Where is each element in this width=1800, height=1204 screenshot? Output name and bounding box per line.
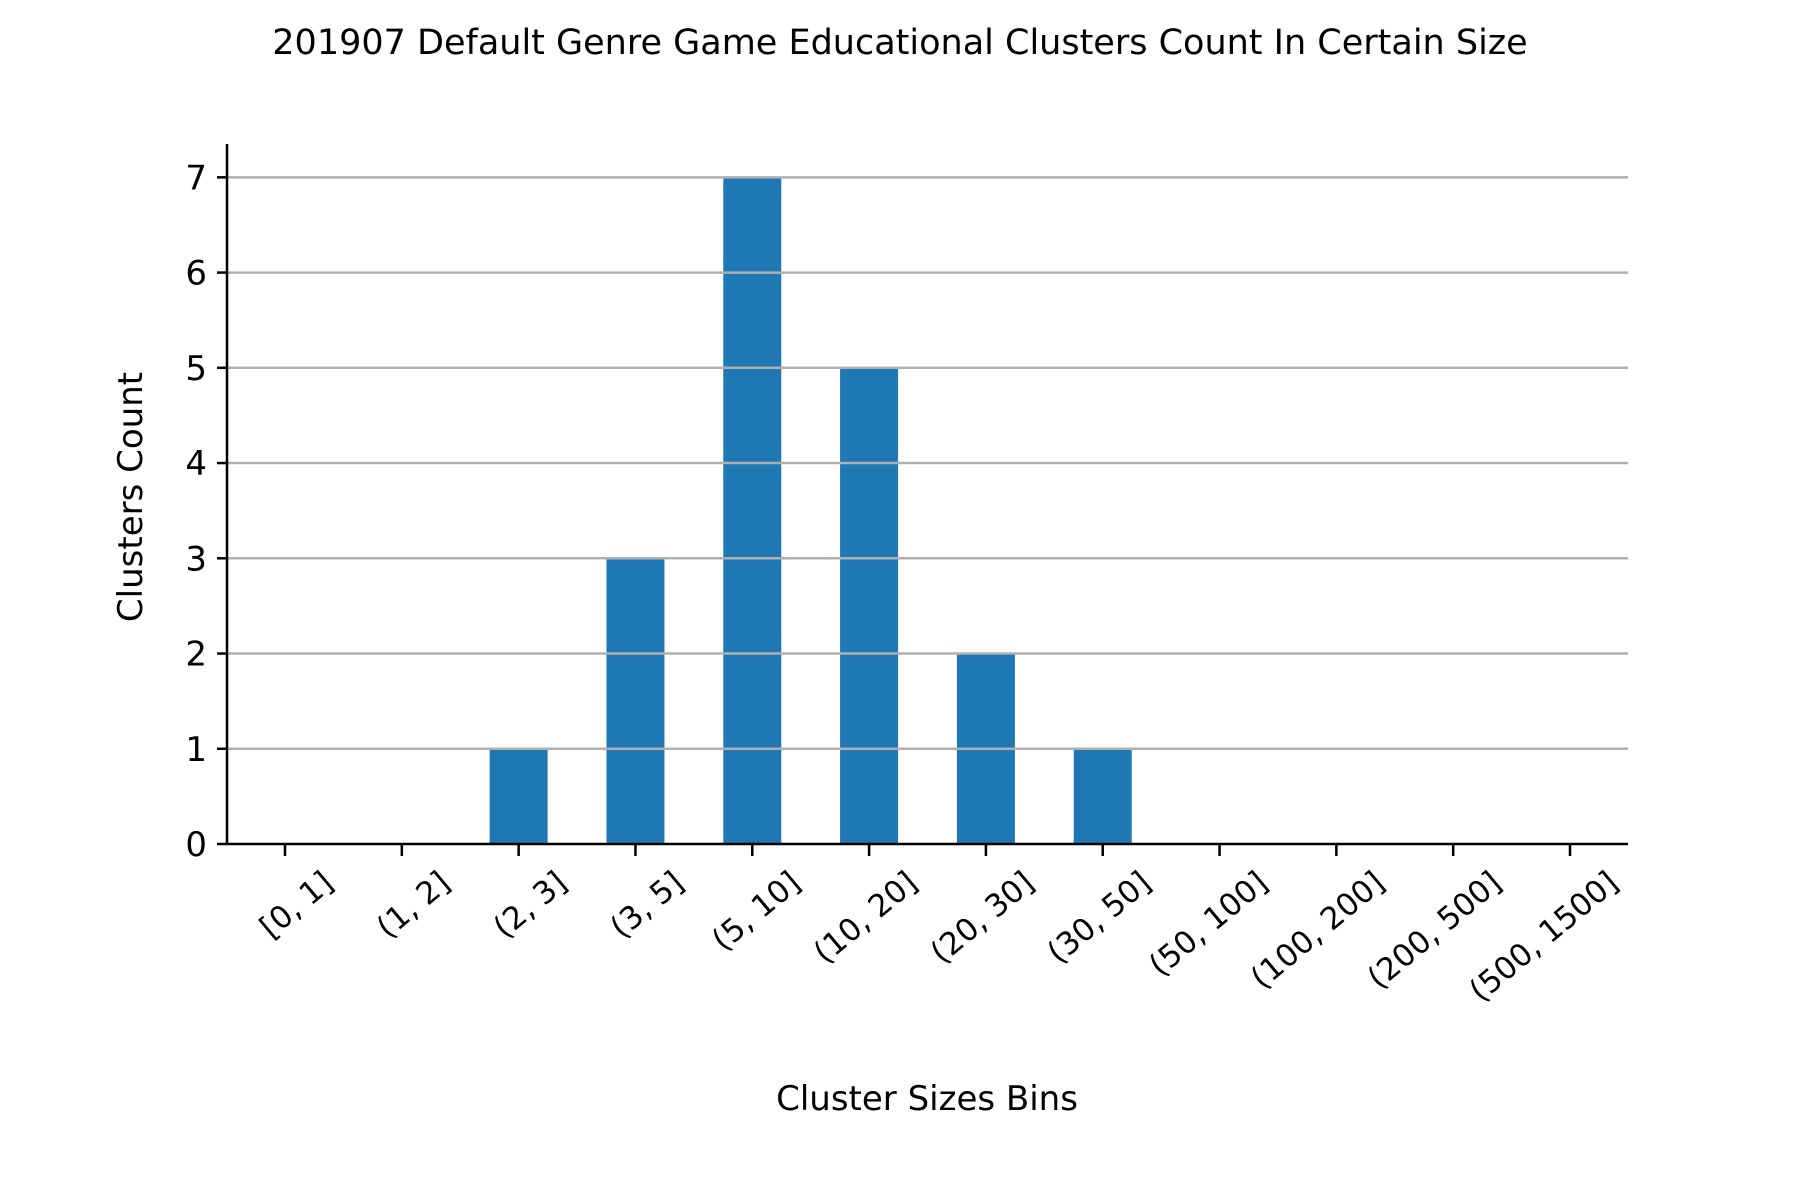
grid-lines (227, 176, 1628, 751)
bar-7 (1073, 748, 1132, 844)
x-tick-label-3: (3, 5] (604, 865, 691, 946)
x-tick-label-2: (2, 3] (487, 865, 574, 946)
y-tick-label-3: 3 (185, 539, 207, 579)
x-tick-label-7: (30, 50] (1041, 865, 1158, 972)
x-tick-label-1: (1, 2] (370, 865, 457, 946)
y-tick-label-4: 4 (185, 444, 207, 484)
axes (225, 144, 1628, 846)
y-tick-label-7: 7 (185, 158, 207, 198)
y-tick-label-2: 2 (185, 635, 207, 675)
bar-3 (606, 558, 665, 844)
y-axis-ticks: 0 1 2 3 4 5 6 7 (185, 158, 227, 865)
bars (489, 177, 1132, 845)
x-axis-ticks: [0, 1] (1, 2] (2, 3] (3, 5] (5, 10] (10, 20](… (253, 844, 1625, 1009)
y-tick-label-0: 0 (185, 825, 207, 865)
x-tick-label-4: (5, 10] (705, 865, 807, 959)
x-tick-label-6: (20, 30] (924, 865, 1041, 972)
bar-5 (840, 367, 899, 844)
y-tick-label-6: 6 (185, 254, 207, 294)
x-axis-label: Cluster Sizes Bins (776, 1079, 1078, 1119)
x-tick-label-0: [0, 1] (253, 865, 340, 946)
y-tick-label-1: 1 (185, 730, 207, 770)
bar-4 (723, 177, 782, 845)
chart-title: 201907 Default Genre Game Educational Cl… (272, 23, 1527, 63)
bar-2 (489, 748, 548, 844)
y-axis-label: Clusters Count (111, 372, 151, 622)
y-tick-label-5: 5 (185, 349, 207, 389)
x-tick-label-5: (10, 20] (807, 865, 924, 972)
